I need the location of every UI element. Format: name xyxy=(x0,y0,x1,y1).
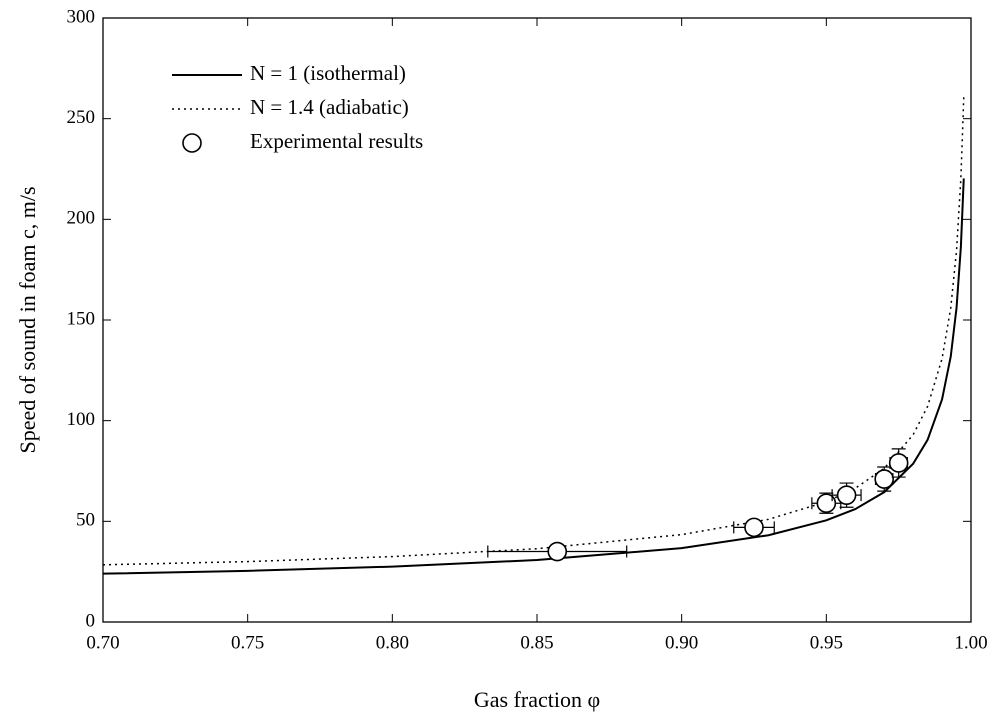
x-tick-label: 0.85 xyxy=(520,632,553,653)
data-point xyxy=(547,541,568,562)
x-tick-label: 1.00 xyxy=(954,632,987,653)
y-tick-label: 50 xyxy=(76,510,95,531)
y-tick-label: 100 xyxy=(67,409,96,430)
y-tick-label: 0 xyxy=(86,610,96,631)
legend-swatch xyxy=(182,133,202,153)
data-point xyxy=(744,517,764,538)
y-axis-title: Speed of sound in foam c, m/s xyxy=(15,186,40,453)
y-tick-label: 150 xyxy=(67,308,96,329)
legend-label: Experimental results xyxy=(250,129,423,153)
x-tick-label: 0.70 xyxy=(86,632,119,653)
legend-label: N = 1.4 (adiabatic) xyxy=(250,95,409,119)
curve xyxy=(102,97,965,566)
curve xyxy=(102,178,965,575)
y-tick-label: 250 xyxy=(67,107,96,128)
x-tick-label: 0.80 xyxy=(376,632,409,653)
x-tick-label: 0.75 xyxy=(231,632,264,653)
legend-label: N = 1 (isothermal) xyxy=(250,61,406,85)
data-point xyxy=(888,453,909,473)
data-point xyxy=(874,469,895,489)
data-point xyxy=(836,485,857,505)
y-tick-label: 200 xyxy=(67,208,96,229)
y-tick-label: 300 xyxy=(67,6,96,27)
x-tick-label: 0.90 xyxy=(665,632,698,653)
data-point xyxy=(816,493,837,514)
x-tick-label: 0.95 xyxy=(810,632,843,653)
x-axis-title: Gas fraction φ xyxy=(474,687,600,712)
